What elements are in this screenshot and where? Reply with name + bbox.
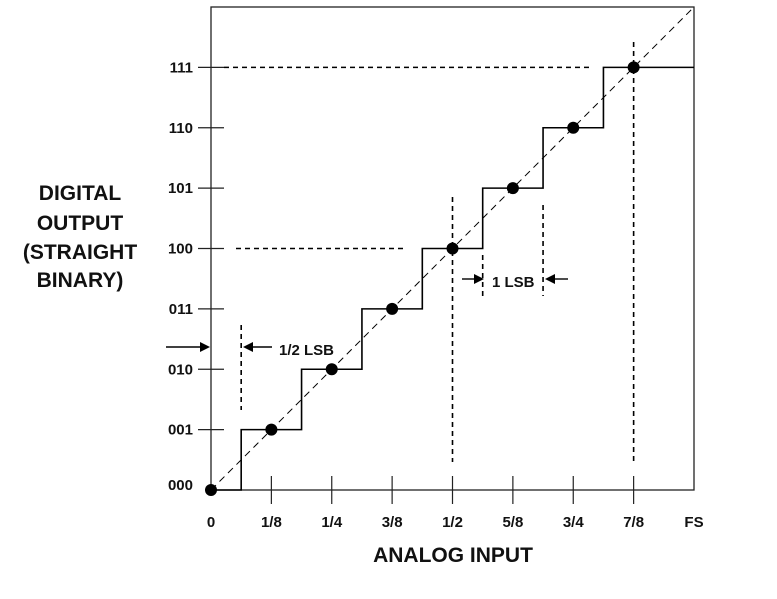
x-axis-label: ANALOG INPUT	[373, 544, 533, 567]
y-axis-label-line-3: (STRAIGHT	[23, 241, 137, 264]
code-center-point-3	[386, 302, 399, 315]
y-axis-label-line-2: OUTPUT	[37, 212, 124, 235]
x-tick-label-0: 0	[207, 514, 215, 531]
y-tick-label-111: 111	[170, 59, 193, 76]
code-center-point-0	[205, 484, 217, 496]
y-tick-label-011: 011	[169, 301, 193, 318]
x-tick-label-5: 5/8	[502, 514, 523, 531]
code-center-point-1	[265, 423, 278, 436]
one-lsb-label: 1 LSB	[492, 274, 535, 291]
x-tick-label-2: 1/4	[321, 514, 343, 531]
code-center-point-7	[627, 61, 640, 74]
half-lsb-arrow-head	[243, 342, 253, 352]
x-tick-label-3: 3/8	[382, 514, 403, 531]
x-tick-label-1: 1/8	[261, 514, 282, 531]
code-center-point-6	[567, 121, 580, 134]
code-center-point-4	[446, 242, 459, 255]
code-center-point-2	[325, 363, 338, 376]
x-tick-label-8: FS	[684, 514, 703, 531]
y-tick-label-100: 100	[168, 241, 193, 258]
x-tick-label-7: 7/8	[623, 514, 644, 531]
code-center-point-5	[506, 182, 519, 195]
input-arrow-head	[200, 342, 210, 352]
y-tick-label-101: 101	[168, 180, 193, 197]
half-lsb-label: 1/2 LSB	[279, 342, 334, 359]
one-lsb-right-arrow-head	[545, 274, 555, 284]
x-tick-label-4: 1/2	[442, 514, 463, 531]
one-lsb-left-arrow-head	[474, 274, 484, 284]
y-tick-label-010: 010	[168, 361, 193, 378]
y-tick-label-000: 000	[168, 477, 193, 494]
y-axis-label-line-1: DIGITAL	[39, 182, 122, 205]
y-tick-label-110: 110	[169, 120, 193, 137]
y-axis-label-line-4: BINARY)	[37, 269, 124, 292]
x-tick-label-6: 3/4	[563, 514, 585, 531]
y-tick-label-001: 001	[168, 422, 193, 439]
